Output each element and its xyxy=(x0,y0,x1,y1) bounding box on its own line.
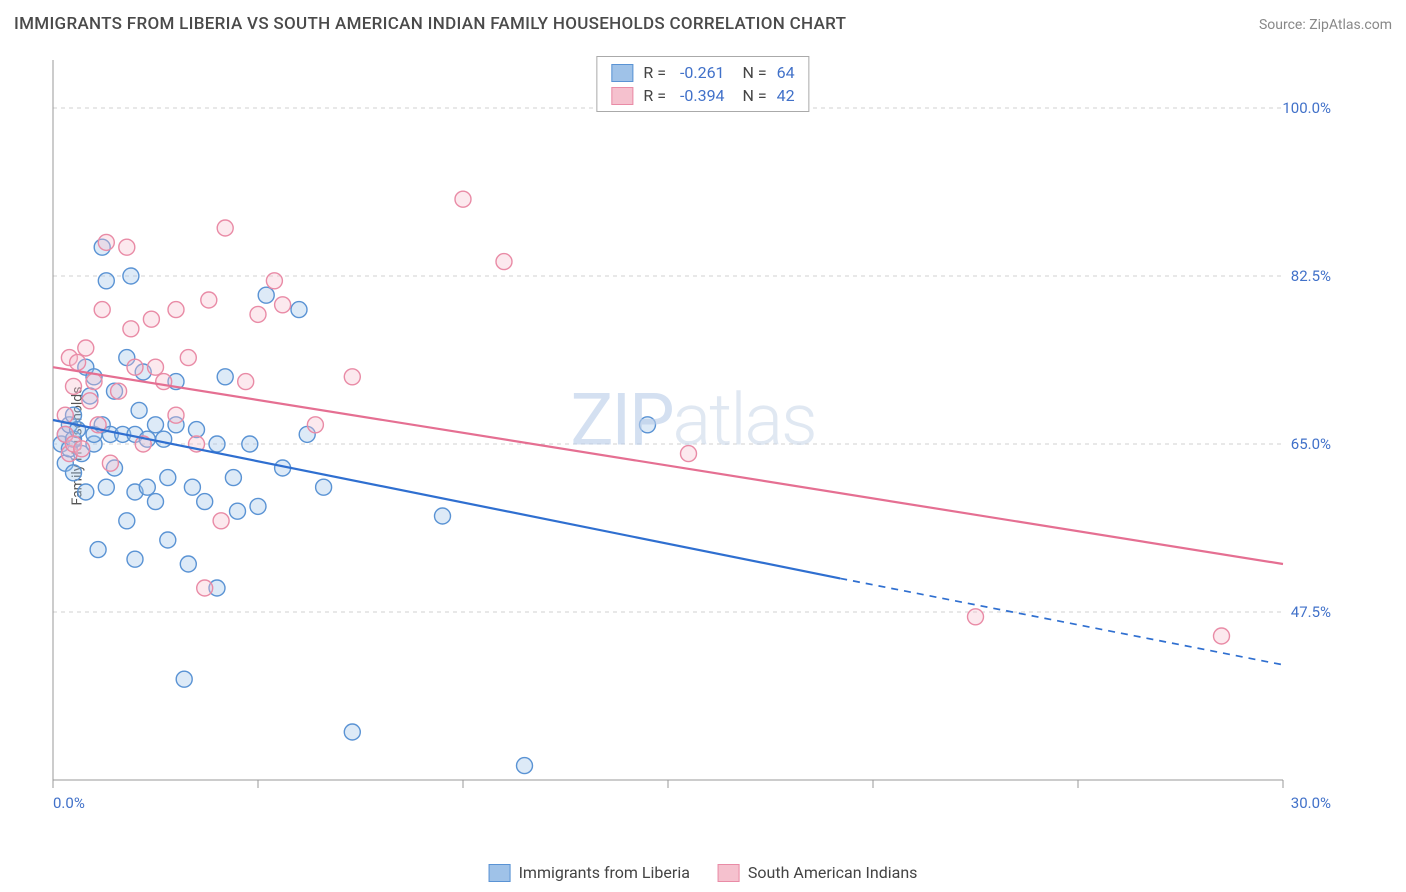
r-value: -0.261 xyxy=(680,63,725,82)
legend-item: South American Indians xyxy=(718,863,918,882)
legend-swatch xyxy=(611,87,633,105)
legend-label: Immigrants from Liberia xyxy=(519,863,690,882)
r-label: R = xyxy=(643,86,670,105)
svg-text:47.5%: 47.5% xyxy=(1291,603,1331,621)
svg-text:65.0%: 65.0% xyxy=(1291,435,1331,453)
legend-swatch xyxy=(489,864,511,882)
svg-text:30.0%: 30.0% xyxy=(1291,794,1331,812)
r-label: R = xyxy=(643,63,670,82)
svg-text:100.0%: 100.0% xyxy=(1282,99,1331,117)
legend-swatch xyxy=(611,64,633,82)
scatter-plot-svg: 47.5% 65.0% 82.5% 100.0% 0.0% 30.0% xyxy=(48,50,1338,820)
svg-text:0.0%: 0.0% xyxy=(53,794,85,812)
svg-text:82.5%: 82.5% xyxy=(1291,267,1331,285)
series-legend: Immigrants from Liberia South American In… xyxy=(489,863,918,882)
legend-swatch xyxy=(718,864,740,882)
header: IMMIGRANTS FROM LIBERIA VS SOUTH AMERICA… xyxy=(14,14,1392,34)
chart-container: IMMIGRANTS FROM LIBERIA VS SOUTH AMERICA… xyxy=(0,0,1406,892)
plot-area: 47.5%65.0%82.5%100.0%0.0%30.0% ZIPatlas xyxy=(48,50,1338,820)
n-value: 64 xyxy=(777,63,795,82)
source-label: Source: ZipAtlas.com xyxy=(1259,17,1392,33)
stats-row: R = -0.394 N = 42 xyxy=(611,84,794,107)
r-value: -0.394 xyxy=(680,86,725,105)
n-label: N = xyxy=(735,63,767,82)
stats-legend: R = -0.261 N = 64 R = -0.394 N = 42 xyxy=(596,56,809,112)
stats-row: R = -0.261 N = 64 xyxy=(611,61,794,84)
legend-label: South American Indians xyxy=(748,863,918,882)
chart-title: IMMIGRANTS FROM LIBERIA VS SOUTH AMERICA… xyxy=(14,14,846,34)
legend-item: Immigrants from Liberia xyxy=(489,863,690,882)
n-label: N = xyxy=(735,86,767,105)
n-value: 42 xyxy=(777,86,795,105)
